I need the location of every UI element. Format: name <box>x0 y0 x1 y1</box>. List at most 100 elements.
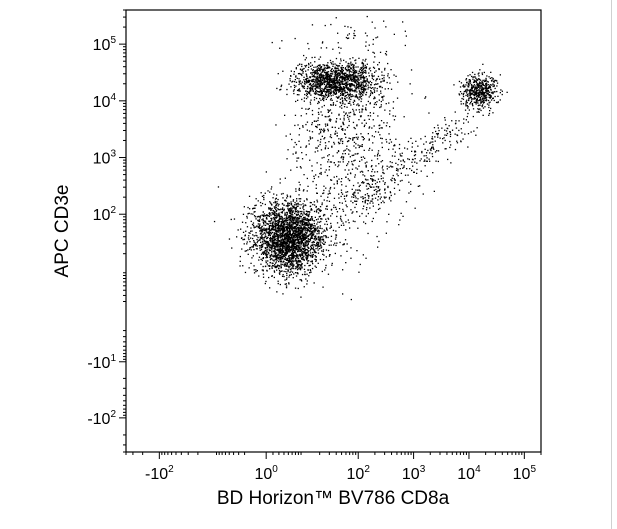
event-dot <box>337 42 339 44</box>
event-dot <box>274 198 277 200</box>
event-dot <box>335 71 337 73</box>
event-dot <box>268 245 270 247</box>
event-dot <box>310 254 312 257</box>
event-dot <box>360 133 362 135</box>
event-dot <box>258 219 261 221</box>
event-dot <box>312 90 314 92</box>
event-dot <box>336 90 338 92</box>
event-dot <box>289 78 291 80</box>
event-dot <box>329 74 331 76</box>
event-dot <box>309 76 312 79</box>
event-dot <box>301 263 303 266</box>
event-dot <box>312 180 314 183</box>
event-dot <box>366 183 368 185</box>
event-dot <box>293 84 295 87</box>
event-dot <box>295 67 297 69</box>
event-dot <box>292 153 294 155</box>
event-dot <box>233 218 236 220</box>
event-dot <box>282 233 284 235</box>
event-dot <box>297 218 300 220</box>
event-dot <box>389 138 391 141</box>
event-dot <box>296 266 298 268</box>
event-dot <box>309 79 311 82</box>
event-dot <box>323 68 325 70</box>
event-dot <box>373 61 375 63</box>
event-dot <box>255 244 257 246</box>
event-dot <box>334 89 336 91</box>
event-dot <box>471 85 473 87</box>
event-dot <box>496 82 499 84</box>
event-dot <box>299 236 301 238</box>
event-dot <box>257 240 259 242</box>
event-dot <box>276 230 279 232</box>
event-dot <box>336 89 339 91</box>
event-dot <box>316 230 319 233</box>
event-dot <box>285 285 288 287</box>
event-dot <box>293 217 295 219</box>
event-dot <box>301 258 303 260</box>
event-dot <box>360 100 362 103</box>
event-dot <box>279 259 282 261</box>
event-dot <box>325 220 328 223</box>
event-dot <box>286 245 289 247</box>
event-dot <box>280 252 282 254</box>
event-dot <box>299 250 301 252</box>
event-dot <box>281 217 283 219</box>
event-dot <box>482 87 484 89</box>
event-dot <box>279 254 281 257</box>
event-dot <box>241 221 244 223</box>
event-dot <box>295 143 298 146</box>
event-dot <box>335 104 337 106</box>
event-dot <box>367 88 369 90</box>
event-dot <box>323 138 325 140</box>
event-dot <box>289 268 291 270</box>
event-dot <box>302 214 304 216</box>
event-dot <box>360 89 362 91</box>
event-dot <box>357 80 359 83</box>
event-dot <box>336 77 338 79</box>
event-dot <box>301 69 303 71</box>
event-dot <box>344 89 346 92</box>
event-dot <box>303 211 305 213</box>
event-dot <box>271 224 274 226</box>
event-dot <box>295 236 298 238</box>
event-dot <box>346 79 348 81</box>
event-dot <box>478 89 480 91</box>
event-dot <box>282 242 285 245</box>
event-dot <box>299 246 301 248</box>
event-dot <box>323 75 325 77</box>
event-dot <box>328 79 330 81</box>
event-dot <box>471 87 473 89</box>
event-dot <box>312 71 315 73</box>
event-dot <box>309 88 311 90</box>
event-dot <box>356 70 358 72</box>
event-dot <box>308 64 310 66</box>
event-dot <box>462 94 464 96</box>
event-dot <box>321 75 323 78</box>
event-dot <box>315 228 317 230</box>
event-dot <box>473 98 475 100</box>
event-dot <box>407 158 409 160</box>
event-dot <box>340 195 342 198</box>
event-dot <box>364 67 366 69</box>
event-dot <box>290 273 292 276</box>
event-dot <box>289 241 292 244</box>
event-dot <box>330 240 332 242</box>
event-dot <box>321 203 323 206</box>
event-dot <box>365 179 367 181</box>
event-dot <box>485 82 488 84</box>
event-dot <box>339 77 341 79</box>
event-dot <box>472 87 474 89</box>
event-dot <box>272 225 275 227</box>
event-dot <box>315 78 317 80</box>
event-dot <box>347 95 350 97</box>
event-dot <box>257 236 259 239</box>
event-dot <box>295 242 298 244</box>
event-dot <box>310 232 312 234</box>
event-dot <box>494 79 496 82</box>
event-dot <box>264 224 267 226</box>
event-dot <box>468 81 470 83</box>
event-dot <box>299 73 302 75</box>
event-dot <box>320 76 322 79</box>
event-dot <box>327 77 329 79</box>
